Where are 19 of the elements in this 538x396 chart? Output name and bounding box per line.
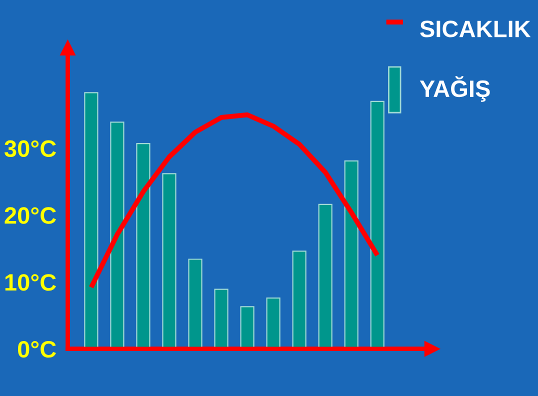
y-tick-label: 20°C [4,207,56,224]
bar [240,306,254,349]
bar [110,122,124,349]
bar [162,173,176,349]
y-tick-label: 10°C [5,274,56,291]
bar [344,160,358,349]
bar [292,250,306,349]
y-tick-label: 0°C [18,340,56,358]
y-tick-label: 30°C [4,140,56,158]
legend-label: SICAKLIK [420,20,531,38]
bar [136,143,150,349]
bar [318,204,332,349]
bar [188,258,202,349]
bar [84,92,98,349]
line-series [88,112,380,290]
bar [266,297,280,349]
legend-label: YAĞIŞ [420,76,490,102]
bar [214,288,228,349]
bar [370,100,384,349]
